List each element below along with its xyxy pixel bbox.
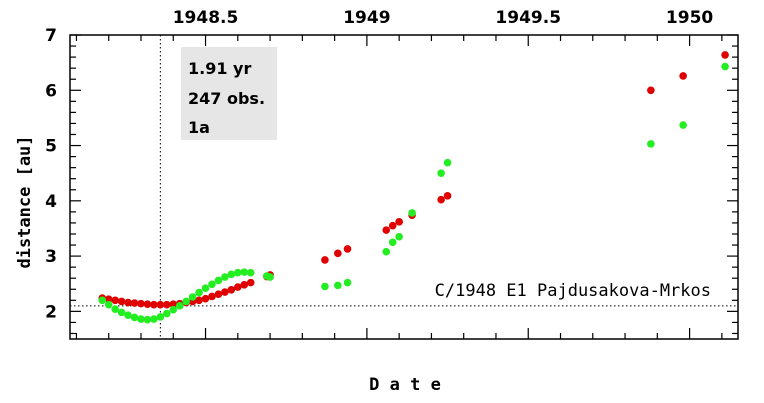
- info-arc-length: 1.91 yr: [188, 59, 251, 78]
- x-tick-label: 1949: [343, 8, 390, 28]
- y-tick-label: 3: [45, 247, 57, 267]
- green-data-point: [143, 315, 152, 324]
- red-data-point: [437, 195, 445, 204]
- green-data-point: [647, 140, 655, 148]
- green-data-point: [408, 209, 416, 217]
- green-data-point: [721, 62, 729, 71]
- red-data-point: [321, 256, 329, 264]
- red-data-point: [227, 286, 236, 294]
- red-data-point: [679, 72, 687, 80]
- red-data-point: [156, 300, 165, 309]
- green-data-point: [163, 309, 171, 318]
- x-tick-label: 1948.5: [173, 8, 239, 28]
- green-data-point: [117, 308, 126, 317]
- green-data-point: [234, 268, 242, 277]
- red-data-point: [395, 218, 403, 226]
- tick-labels: 1948.5 1949 1949.5 1950 2 3 4 5 6 7: [45, 8, 713, 322]
- x-tick-label: 1950: [666, 8, 713, 28]
- axis-ticks: [70, 34, 738, 339]
- green-data-point: [150, 315, 158, 323]
- green-data-point: [437, 169, 445, 177]
- red-data-point: [130, 299, 139, 307]
- green-data-point: [343, 278, 352, 287]
- red-data-point: [382, 226, 391, 234]
- red-data-point: [137, 299, 145, 308]
- red-data-point: [124, 298, 132, 307]
- red-data-point: [195, 296, 203, 305]
- info-box-background: [181, 47, 277, 140]
- green-data-point: [195, 288, 203, 297]
- green-data-point: [130, 313, 139, 322]
- red-data-point: [169, 300, 178, 308]
- green-data-point: [188, 293, 197, 301]
- green-data-point: [175, 302, 184, 310]
- green-data-point: [382, 247, 391, 256]
- chart-title: C/1948 E1 Pajdusakova-Mrkos: [435, 281, 711, 301]
- green-data-point: [246, 268, 255, 277]
- plot-frame: [69, 34, 739, 340]
- green-data-point: [214, 276, 223, 285]
- red-data-point: [111, 296, 119, 305]
- red-data-point: [104, 295, 113, 304]
- y-tick-label: 5: [45, 137, 57, 157]
- red-data-point: [721, 51, 729, 59]
- green-data-point: [443, 158, 452, 167]
- green-data-point: [227, 270, 236, 279]
- x-axis-title: D a t e: [369, 375, 441, 395]
- red-data-point: [143, 300, 152, 308]
- green-data-point: [395, 232, 403, 241]
- green-data-point: [124, 311, 132, 320]
- green-data-point: [679, 121, 687, 129]
- y-tick-label: 4: [45, 192, 57, 212]
- green-data-point: [156, 313, 165, 321]
- red-data-point: [246, 278, 255, 287]
- green-data-point: [334, 281, 342, 290]
- red-data-point: [443, 192, 452, 200]
- red-data-point: [117, 297, 126, 306]
- data-points: [98, 51, 729, 324]
- green-data-point: [221, 273, 229, 281]
- reference-lines: [70, 35, 738, 339]
- x-tick-label: 1949.5: [495, 8, 561, 28]
- green-data-point: [111, 305, 119, 313]
- green-data-point: [208, 280, 216, 289]
- red-data-point: [343, 245, 352, 253]
- info-observations: 247 obs.: [188, 89, 265, 108]
- info-orbit-quality: 1a: [188, 118, 210, 137]
- red-data-point: [150, 300, 158, 309]
- y-axis-title: distance [au]: [15, 135, 35, 268]
- green-data-point: [137, 315, 145, 323]
- red-data-point: [234, 283, 242, 291]
- green-data-point: [266, 273, 274, 281]
- green-data-point: [104, 300, 113, 309]
- red-data-point: [334, 249, 342, 258]
- green-data-point: [321, 282, 329, 291]
- red-data-point: [163, 300, 171, 309]
- green-data-point: [169, 305, 178, 314]
- y-tick-label: 2: [45, 302, 57, 322]
- y-tick-label: 6: [45, 81, 57, 101]
- green-data-point: [98, 296, 107, 305]
- green-data-point: [388, 238, 397, 247]
- red-data-point: [208, 292, 216, 301]
- red-data-point: [647, 86, 655, 95]
- red-data-point: [214, 290, 223, 299]
- green-data-point: [201, 284, 210, 292]
- green-data-point: [240, 268, 249, 276]
- y-tick-label: 7: [45, 26, 57, 46]
- red-data-point: [240, 281, 249, 289]
- red-data-point: [201, 294, 210, 303]
- green-data-point: [182, 297, 190, 306]
- red-data-point: [388, 221, 397, 230]
- red-data-point: [221, 288, 229, 296]
- info-box: 1.91 yr 247 obs. 1a: [181, 47, 277, 140]
